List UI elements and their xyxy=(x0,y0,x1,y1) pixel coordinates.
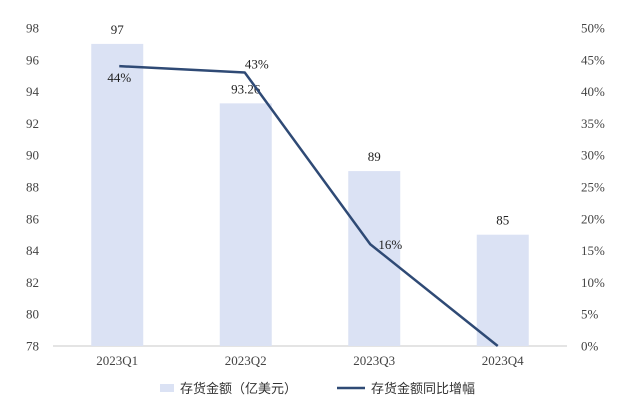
left-tick-label: 92 xyxy=(26,116,39,131)
right-tick-label: 20% xyxy=(581,211,605,226)
left-tick-label: 94 xyxy=(26,84,40,99)
legend-line-label: 存货金额同比增幅 xyxy=(371,381,475,397)
bar xyxy=(348,171,401,346)
right-tick-label: 45% xyxy=(581,52,605,67)
line-value-label: 16% xyxy=(378,237,402,252)
x-tick-label: 2023Q2 xyxy=(225,353,267,368)
left-tick-label: 84 xyxy=(26,243,40,258)
line-value-label: 44% xyxy=(107,70,131,85)
bar xyxy=(219,103,272,346)
right-tick-label: 25% xyxy=(581,180,605,195)
right-tick-label: 0% xyxy=(581,339,599,354)
x-tick-label: 2023Q3 xyxy=(353,353,395,368)
left-tick-label: 78 xyxy=(26,339,39,354)
right-axis-ticks: 0% 5% 10% 15% 20% 25% 30% 35% 40% 45% 50% xyxy=(581,21,605,354)
x-tick-label: 2023Q1 xyxy=(96,353,138,368)
left-tick-label: 98 xyxy=(26,21,39,36)
legend-bar-swatch xyxy=(160,384,174,392)
x-tick-label: 2023Q4 xyxy=(482,353,524,368)
right-tick-label: 50% xyxy=(581,21,605,36)
legend-bar-label: 存货金额（亿美元） xyxy=(180,381,297,397)
bar xyxy=(476,234,529,346)
growth-line xyxy=(119,64,499,347)
x-axis-ticks: 2023Q1 2023Q2 2023Q3 2023Q4 xyxy=(96,353,524,368)
bar-value-label: 89 xyxy=(368,149,381,164)
line-value-label: 43% xyxy=(245,57,269,72)
bar-value-label: 85 xyxy=(496,213,509,228)
left-tick-label: 80 xyxy=(26,307,39,322)
left-tick-label: 88 xyxy=(26,180,39,195)
right-tick-label: 30% xyxy=(581,148,605,163)
right-tick-label: 10% xyxy=(581,275,605,290)
left-axis-ticks: 78 80 82 84 86 88 90 92 94 96 98 xyxy=(26,21,40,354)
legend: 存货金额（亿美元） 存货金额同比增幅 xyxy=(160,381,475,397)
line-data-labels: 44% 43% 16% xyxy=(107,57,402,253)
left-tick-label: 90 xyxy=(26,148,39,163)
right-tick-label: 40% xyxy=(581,84,605,99)
left-tick-label: 96 xyxy=(26,52,40,67)
right-tick-label: 5% xyxy=(581,307,599,322)
bar-series xyxy=(91,43,529,347)
line-series xyxy=(119,64,499,347)
left-tick-label: 82 xyxy=(26,275,39,290)
right-tick-label: 35% xyxy=(581,116,605,131)
bar-value-label: 97 xyxy=(111,22,125,37)
right-tick-label: 15% xyxy=(581,243,605,258)
bar xyxy=(91,43,144,347)
left-tick-label: 86 xyxy=(26,211,40,226)
